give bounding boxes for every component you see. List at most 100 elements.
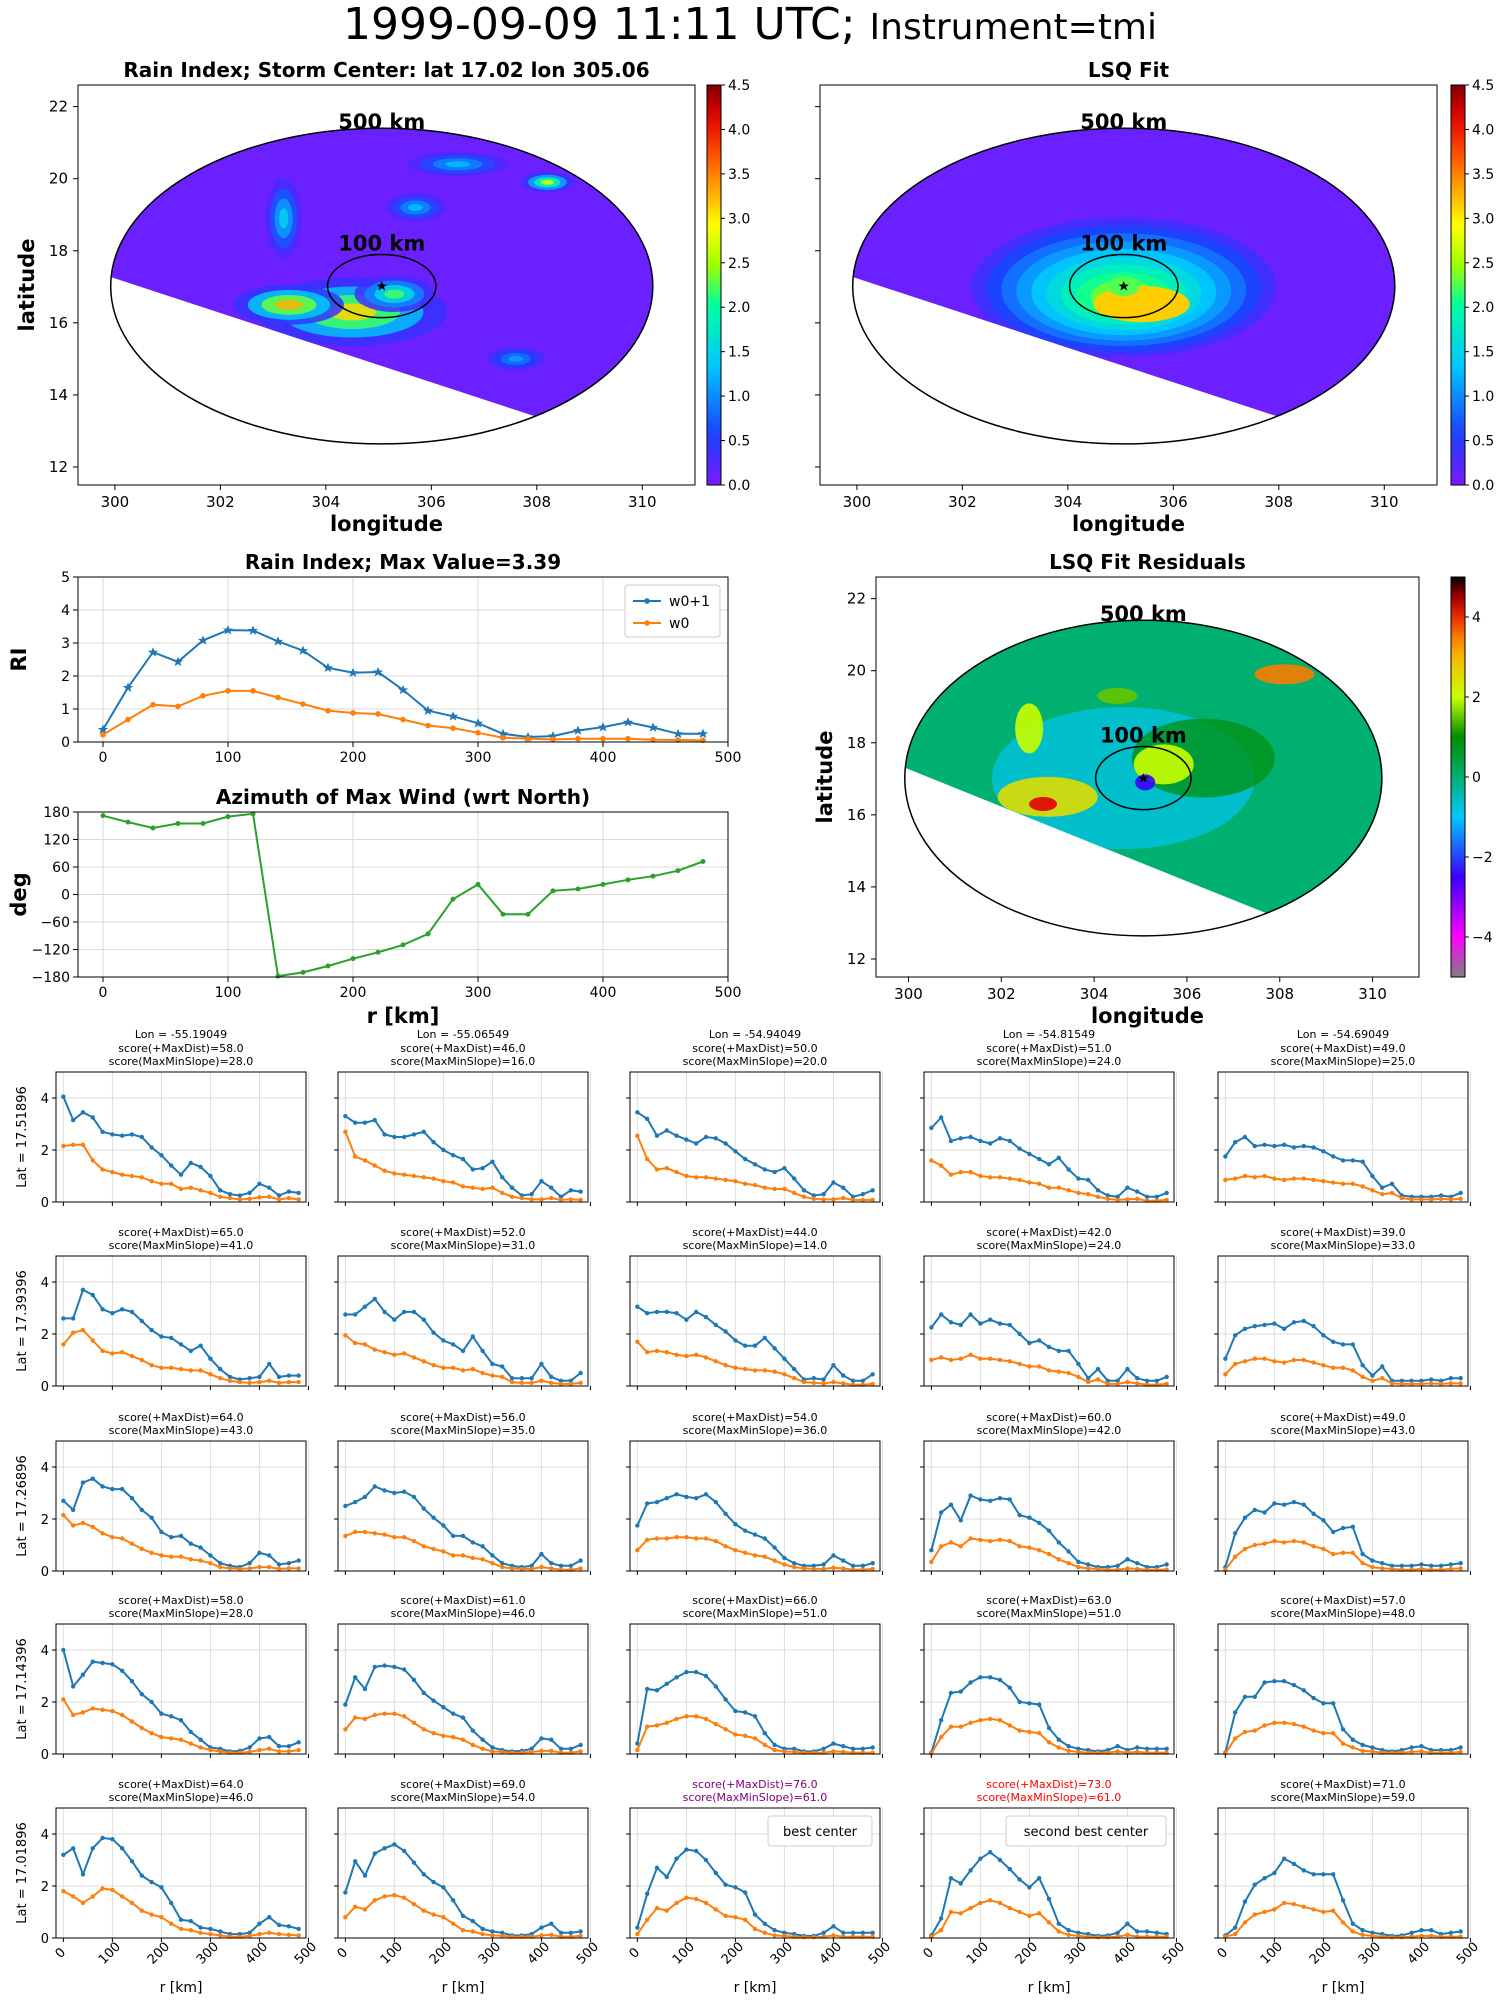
data-point bbox=[208, 1931, 213, 1937]
data-point bbox=[125, 716, 131, 723]
data-point bbox=[267, 1734, 272, 1740]
xtick-label: 300 bbox=[194, 1939, 222, 1967]
data-point bbox=[1135, 1561, 1140, 1566]
data-point bbox=[762, 1167, 768, 1172]
data-point bbox=[250, 811, 256, 817]
data-point bbox=[1262, 1173, 1267, 1179]
data-point bbox=[441, 1549, 446, 1554]
row-lat-label: Lat = 17.51896 bbox=[15, 1086, 30, 1188]
data-point bbox=[159, 1553, 164, 1558]
data-point bbox=[1135, 1376, 1140, 1381]
data-point bbox=[622, 717, 634, 727]
data-point bbox=[490, 1933, 495, 1938]
data-point bbox=[168, 1163, 174, 1168]
data-point bbox=[772, 1558, 777, 1563]
data-point bbox=[1429, 1197, 1434, 1202]
data-point bbox=[558, 1381, 564, 1387]
cell-score-maxminslope: score(MaxMinSlope)=46.0 bbox=[109, 1791, 254, 1804]
data-point bbox=[150, 701, 156, 708]
data-point bbox=[1448, 1197, 1454, 1202]
data-point bbox=[80, 1142, 86, 1148]
data-point bbox=[1242, 1359, 1248, 1364]
xtick-label: 500 bbox=[574, 1939, 602, 1967]
data-point bbox=[762, 1368, 768, 1373]
cell-note-box bbox=[1005, 1815, 1167, 1847]
data-point bbox=[997, 1357, 1003, 1363]
data-point bbox=[1056, 1737, 1062, 1742]
data-point bbox=[1017, 1699, 1022, 1705]
data-point bbox=[150, 825, 156, 831]
data-point bbox=[441, 1338, 446, 1343]
data-point bbox=[222, 625, 234, 635]
data-point bbox=[1027, 1180, 1032, 1185]
cell-score-maxminslope: score(MaxMinSlope)=25.0 bbox=[1271, 1055, 1416, 1068]
data-point bbox=[1399, 1381, 1405, 1387]
data-point bbox=[129, 1541, 135, 1546]
data-point bbox=[782, 1749, 787, 1754]
data-point bbox=[1036, 1181, 1042, 1187]
data-point bbox=[948, 1909, 954, 1915]
data-point bbox=[100, 1531, 105, 1536]
data-point bbox=[1095, 1377, 1101, 1382]
data-point bbox=[382, 1488, 387, 1493]
row-lat-label: Lat = 17.14396 bbox=[15, 1638, 30, 1740]
data-point bbox=[1164, 1381, 1169, 1387]
data-point bbox=[693, 1352, 699, 1358]
data-point bbox=[997, 1537, 1003, 1543]
data-point bbox=[257, 1931, 262, 1937]
data-point bbox=[352, 1312, 358, 1317]
grid-cell-r1-c5: Lon = -54.69049score(+MaxDist)=49.0score… bbox=[1214, 1028, 1471, 1206]
data-point bbox=[713, 1907, 718, 1912]
data-point bbox=[61, 1647, 66, 1653]
data-point bbox=[529, 1566, 534, 1572]
data-point bbox=[218, 1376, 223, 1381]
data-point bbox=[61, 1852, 66, 1858]
xtick-label: 400 bbox=[590, 985, 617, 1001]
cell-score-maxdist: score(+MaxDist)=49.0 bbox=[1280, 1042, 1405, 1055]
data-point bbox=[664, 1681, 669, 1687]
data-point bbox=[600, 881, 606, 887]
xtick-label: 0 bbox=[1215, 1945, 1231, 1961]
data-point bbox=[237, 1197, 243, 1202]
data-point bbox=[139, 1873, 144, 1878]
data-point bbox=[997, 1900, 1003, 1906]
data-point bbox=[1311, 1145, 1316, 1150]
ring-100km bbox=[1068, 253, 1179, 319]
data-point bbox=[782, 1356, 787, 1361]
data-point bbox=[733, 1915, 738, 1920]
data-point bbox=[1291, 1682, 1297, 1688]
data-point bbox=[1017, 1361, 1022, 1367]
cell-score-maxdist: score(+MaxDist)=46.0 bbox=[400, 1042, 525, 1055]
map-ytick-label: 12 bbox=[49, 458, 68, 476]
data-point bbox=[110, 1486, 115, 1492]
data-point bbox=[938, 1734, 944, 1740]
axes-frame bbox=[77, 811, 729, 978]
data-point bbox=[119, 1133, 125, 1138]
data-point bbox=[1046, 1368, 1052, 1373]
figure-title: 1999-09-09 11:11 UTC; Instrument=tmi bbox=[0, 0, 1500, 53]
data-point bbox=[1350, 1181, 1356, 1187]
data-point bbox=[257, 1747, 262, 1753]
data-point bbox=[470, 1185, 476, 1190]
xtick-label: 200 bbox=[719, 1939, 747, 1967]
data-point bbox=[1370, 1933, 1375, 1939]
data-point bbox=[1340, 1158, 1346, 1163]
cell-score-maxminslope: score(MaxMinSlope)=42.0 bbox=[977, 1424, 1122, 1437]
data-point bbox=[276, 1197, 282, 1202]
data-point bbox=[752, 1926, 758, 1932]
data-point bbox=[644, 1156, 650, 1162]
data-point bbox=[80, 1872, 86, 1877]
cell-score-maxminslope: score(MaxMinSlope)=51.0 bbox=[683, 1607, 828, 1620]
data-point bbox=[1115, 1930, 1120, 1936]
data-point bbox=[1066, 1928, 1071, 1933]
colorbar-tick-label: 4.5 bbox=[728, 78, 750, 94]
data-point bbox=[119, 1486, 125, 1492]
data-point bbox=[1095, 1366, 1101, 1372]
data-point bbox=[139, 1546, 144, 1552]
data-point bbox=[421, 1908, 426, 1913]
data-point bbox=[1115, 1197, 1120, 1203]
data-point bbox=[90, 1292, 95, 1298]
data-point bbox=[870, 1188, 875, 1193]
data-point bbox=[674, 1535, 679, 1540]
data-point bbox=[460, 1156, 466, 1162]
